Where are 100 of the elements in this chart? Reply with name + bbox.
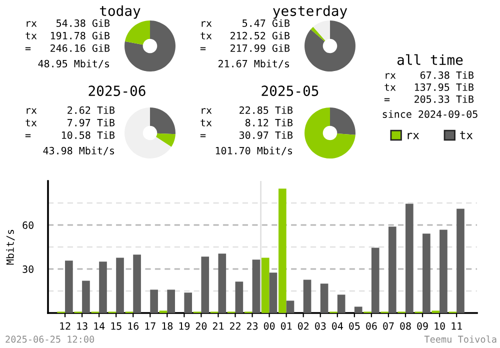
x-tick-label: 18 (162, 322, 173, 330)
x-tick-label: 01 (280, 322, 292, 330)
x-tick-label: 16 (128, 322, 138, 330)
text: 7.97 TiB (68, 118, 115, 126)
donut-slice (313, 20, 330, 41)
text: 137.95 TiB (415, 83, 474, 91)
text: 205.33 TiB (414, 95, 474, 103)
chart-title: 2025-05 (262, 86, 318, 96)
x-tick-label: 23 (247, 322, 258, 330)
bar (99, 262, 107, 313)
text: 10.58 TiB (62, 131, 115, 139)
x-tick-label: 11 (452, 322, 462, 330)
text: 22.85 TiB (240, 106, 293, 114)
text: tx (384, 84, 396, 91)
x-tick-label: 09 (417, 322, 428, 330)
x-tick-label: 19 (179, 322, 190, 330)
x-tick-label: 20 (196, 322, 207, 330)
text: rx (26, 21, 37, 27)
text: = (25, 134, 31, 138)
bar (82, 280, 90, 313)
chart-title: today (100, 5, 140, 19)
text: tx (26, 32, 37, 40)
bar (371, 248, 380, 313)
bar (278, 188, 286, 313)
bar (184, 292, 192, 313)
bar (116, 258, 124, 313)
bar (456, 208, 464, 313)
donut-slice (156, 133, 176, 147)
bar (422, 234, 430, 313)
text: = (200, 47, 206, 50)
x-tick-label: 13 (77, 322, 88, 330)
text: 30.97 TiB (239, 131, 293, 139)
x-tick-label: 14 (94, 322, 105, 330)
bar (303, 280, 312, 313)
text: 5.47 GiB (242, 19, 290, 27)
chart-title: yesterday (273, 5, 348, 19)
x-tick-label: 06 (366, 322, 377, 330)
x-tick-label: 04 (332, 322, 343, 330)
bar (354, 306, 362, 313)
bar (167, 290, 175, 313)
chart-title: 2025-06 (88, 86, 146, 96)
donut-slice (150, 108, 176, 134)
x-tick-label: 22 (230, 322, 240, 330)
text: 43.98 Mbit/s (43, 146, 114, 156)
text: rx (386, 73, 396, 79)
donut-slice (304, 108, 356, 158)
donut-slice (330, 108, 356, 135)
x-tick-label: 12 (60, 322, 70, 330)
bar (269, 272, 278, 313)
bar (320, 284, 328, 313)
y-tick-label: 60 (22, 221, 34, 229)
x-tick-label: 17 (145, 322, 156, 330)
text: = (25, 47, 31, 50)
x-tick-label: 15 (111, 322, 122, 330)
text: 48.95 Mbit/s (38, 60, 110, 68)
x-tick-label: 21 (212, 322, 224, 330)
text: 191.78 GiB (51, 32, 110, 40)
bar (261, 258, 270, 313)
text: 8.12 TiB (245, 118, 293, 126)
bar (406, 204, 414, 313)
bar (286, 300, 294, 313)
text: tx (200, 32, 212, 40)
x-tick-label: 10 (434, 322, 445, 330)
bar (133, 254, 141, 313)
bar (440, 230, 448, 313)
y-tick-label: 30 (22, 265, 34, 273)
text: rx (202, 108, 212, 114)
text: = (200, 134, 206, 138)
donut-slice (124, 20, 176, 72)
text: 246.16 GiB (50, 44, 110, 52)
bar (218, 254, 226, 313)
x-tick-label: 05 (349, 322, 360, 330)
text: rx (202, 21, 212, 27)
x-tick-label: 08 (400, 322, 411, 330)
legend-label: tx (460, 131, 473, 140)
text: 217.99 GiB (230, 44, 290, 52)
text: all time (397, 54, 463, 66)
text: 21.67 Mbit/s (218, 60, 290, 68)
text: = (384, 98, 390, 102)
donut-slice (310, 26, 326, 42)
donut-slice (304, 20, 356, 72)
bar (201, 256, 210, 313)
y-axis-title: Mbit/s (6, 230, 15, 265)
text: 54.38 GiB (56, 19, 110, 27)
bar (235, 282, 244, 313)
text: 2025-06-25 12:00 (6, 336, 94, 343)
bar (337, 294, 346, 313)
x-tick-label: 07 (383, 322, 394, 330)
text: rx (26, 108, 37, 114)
donut-slice (124, 108, 172, 158)
text: since 2024-09-05 (382, 110, 478, 118)
x-tick-label: 03 (315, 322, 326, 330)
text: tx (200, 119, 212, 126)
bar (388, 226, 396, 313)
text: 212.52 GiB (230, 32, 290, 40)
x-tick-label: 02 (298, 322, 309, 330)
text: tx (26, 119, 37, 126)
legend-label: rx (408, 132, 420, 140)
x-tick-label: 00 (264, 322, 275, 330)
bar (65, 260, 73, 313)
